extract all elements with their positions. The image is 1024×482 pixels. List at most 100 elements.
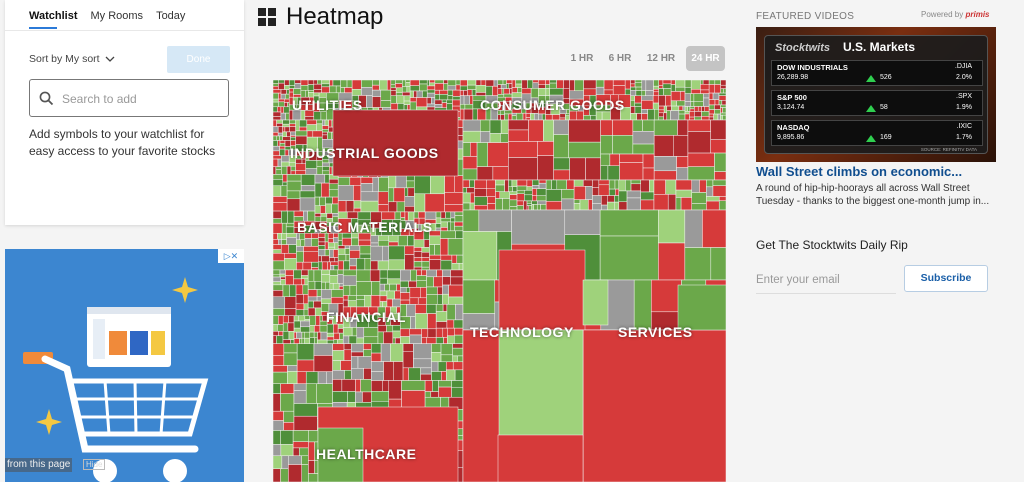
stock-tile <box>393 187 405 203</box>
ad-hide-button[interactable]: Hide <box>83 459 106 470</box>
stock-tile <box>333 332 340 340</box>
stock-tile <box>442 284 449 295</box>
stock-tile <box>478 209 512 232</box>
stock-tile <box>658 85 664 89</box>
stock-tile <box>684 80 692 88</box>
stock-tile <box>390 84 396 89</box>
stock-tile <box>329 85 337 94</box>
stock-tile <box>479 131 491 143</box>
stock-tile <box>405 82 411 87</box>
stock-tile <box>424 193 445 213</box>
stock-tile <box>573 199 581 204</box>
featured-video-player[interactable]: Stocktwits U.S. Markets DOW INDUSTRIALS … <box>756 27 996 162</box>
stock-tile <box>278 98 285 103</box>
advertisement[interactable]: ▷✕ from this page Hide <box>5 249 244 482</box>
stock-tile <box>279 143 286 147</box>
stock-tile <box>302 261 312 271</box>
ad-hide-text: from this page <box>5 458 73 472</box>
stock-tile <box>351 80 362 90</box>
timeframe-24hr[interactable]: 24 HR <box>686 46 725 71</box>
stock-tile <box>511 87 518 93</box>
stock-tile <box>549 80 557 84</box>
stock-tile <box>455 230 464 239</box>
timeframe-6hr[interactable]: 6 HR <box>608 53 632 64</box>
stock-tile <box>601 195 608 206</box>
stock-tile <box>492 85 499 96</box>
sector-industrial-goods[interactable]: INDUSTRIAL GOODS <box>290 145 439 161</box>
stock-tile <box>363 336 379 344</box>
stock-tile <box>534 113 539 121</box>
stock-tile <box>442 269 451 277</box>
sector-basic-materials[interactable]: BASIC MATERIALS <box>297 219 433 235</box>
subscribe-button[interactable]: Subscribe <box>904 265 988 292</box>
stock-tile <box>273 343 285 356</box>
news-summary: A round of hip-hip-hoorays all across Wa… <box>756 183 990 207</box>
stock-tile <box>634 102 642 107</box>
stock-tile <box>701 106 705 112</box>
stock-tile <box>426 304 437 314</box>
heatmap-treemap[interactable]: UTILITIES CONSUMER GOODS INDUSTRIAL GOOD… <box>273 80 726 482</box>
stock-tile <box>676 100 686 107</box>
stock-tile <box>332 109 459 177</box>
stock-tile <box>455 84 461 91</box>
stock-tile <box>583 115 591 121</box>
powered-by[interactable]: Powered by primis <box>921 10 990 19</box>
stock-tile <box>321 269 331 275</box>
sector-consumer-goods[interactable]: CONSUMER GOODS <box>480 97 625 113</box>
sector-utilities[interactable]: UTILITIES <box>292 97 363 113</box>
stock-tile <box>349 245 361 251</box>
stock-tile <box>714 84 721 94</box>
tab-today[interactable]: Today <box>156 10 186 22</box>
stock-tile <box>301 278 305 286</box>
stock-tile <box>337 177 351 186</box>
stock-tile <box>653 109 659 121</box>
stock-tile <box>642 167 655 181</box>
stock-tile <box>508 179 513 187</box>
timeframe-1hr[interactable]: 1 HR <box>570 53 594 64</box>
stock-tile <box>296 331 303 339</box>
stock-tile <box>641 80 647 91</box>
stock-tile <box>649 179 655 193</box>
stock-tile <box>462 187 467 194</box>
stock-tile <box>421 261 430 268</box>
stock-tile <box>414 193 426 213</box>
stock-tile <box>273 179 284 186</box>
stock-tile <box>362 391 372 403</box>
stock-tile <box>440 221 448 228</box>
stock-tile <box>273 393 281 412</box>
stock-tile <box>703 97 710 107</box>
tab-my-rooms[interactable]: My Rooms <box>90 10 144 22</box>
timeframe-12hr[interactable]: 12 HR <box>646 53 676 64</box>
stock-tile <box>574 80 584 92</box>
stock-tile <box>325 196 333 205</box>
stock-tile <box>434 89 440 95</box>
stock-tile <box>561 189 575 200</box>
stock-tile <box>339 332 344 340</box>
adchoices-icon[interactable]: ▷✕ <box>218 249 244 263</box>
search-input[interactable] <box>62 89 212 109</box>
stock-tile <box>283 106 290 114</box>
stock-tile <box>714 109 721 115</box>
tab-watchlist[interactable]: Watchlist <box>29 10 78 22</box>
sector-healthcare[interactable]: HEALTHCARE <box>316 446 417 462</box>
sector-financial[interactable]: FINANCIAL <box>326 309 406 325</box>
stock-tile <box>651 279 682 313</box>
stock-tile <box>508 113 513 121</box>
stock-tile <box>532 179 540 186</box>
sector-services[interactable]: SERVICES <box>618 324 693 340</box>
stock-tile <box>635 86 643 91</box>
stock-tile <box>305 168 318 175</box>
stock-tile <box>330 289 344 298</box>
stock-tile <box>450 217 456 223</box>
done-button[interactable]: Done <box>167 46 230 73</box>
sector-technology[interactable]: TECHNOLOGY <box>470 324 574 340</box>
sort-dropdown[interactable]: Sort by My sort <box>29 53 115 65</box>
news-headline-link[interactable]: Wall Street climbs on economic... <box>756 164 963 179</box>
stock-tile <box>395 80 403 84</box>
email-input[interactable] <box>756 266 896 294</box>
stock-tile <box>293 278 302 286</box>
stock-tile <box>536 200 547 205</box>
stock-tile <box>551 179 558 190</box>
stock-tile <box>338 283 344 287</box>
stock-tile <box>601 204 608 211</box>
